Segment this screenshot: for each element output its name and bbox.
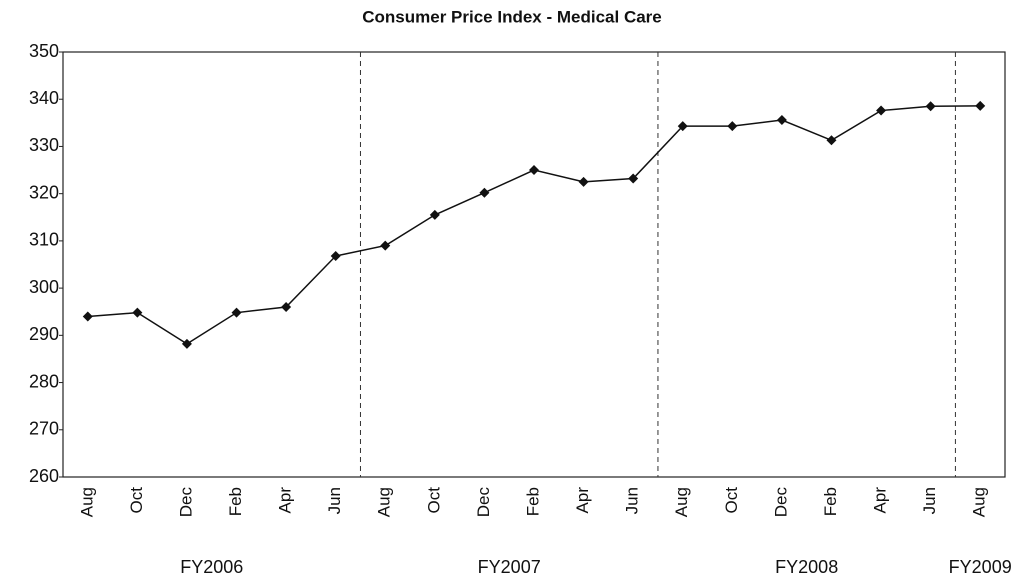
group-label: FY2007: [478, 557, 541, 577]
y-tick-label: 330: [29, 135, 59, 155]
chart-title: Consumer Price Index - Medical Care: [362, 7, 662, 26]
y-tick-label: 340: [29, 88, 59, 108]
group-label: FY2006: [180, 557, 243, 577]
x-tick-label: Apr: [276, 487, 295, 514]
x-tick-label: Dec: [771, 487, 790, 518]
y-tick-label: 300: [29, 277, 59, 297]
y-tick-label: 260: [29, 466, 59, 486]
plot-frame: [62, 51, 1006, 478]
point-marker: [628, 173, 639, 184]
x-tick-label: Jun: [325, 487, 344, 514]
point-marker: [876, 105, 887, 116]
point-marker: [578, 176, 589, 187]
x-tick-label: Jun: [920, 487, 939, 514]
y-tick-label: 350: [29, 41, 59, 61]
x-tick-label: Feb: [523, 487, 542, 516]
x-tick-label: Oct: [127, 487, 146, 514]
point-marker: [677, 121, 688, 132]
series-line: [87, 105, 981, 345]
point-marker: [132, 307, 143, 318]
x-tick-label: Feb: [226, 487, 245, 516]
point-marker: [231, 307, 242, 318]
point-marker: [429, 209, 440, 220]
point-marker: [975, 100, 986, 111]
point-marker: [727, 121, 738, 132]
point-marker: [181, 338, 192, 349]
y-tick-label: 270: [29, 419, 59, 439]
y-tick-label: 280: [29, 371, 59, 391]
x-tick-label: Apr: [871, 487, 890, 514]
x-tick-label: Dec: [474, 487, 493, 518]
y-tick-label: 310: [29, 230, 59, 250]
point-marker: [330, 251, 341, 261]
x-tick-label: Oct: [722, 487, 741, 514]
x-tick-label: Aug: [77, 487, 96, 517]
y-tick-label: 290: [29, 324, 59, 344]
point-marker: [529, 165, 539, 176]
group-label: FY2009: [949, 557, 1012, 577]
group-label: FY2008: [775, 557, 838, 577]
y-tick-label: 320: [29, 182, 59, 202]
x-tick-label: Apr: [573, 487, 592, 514]
x-tick-label: Dec: [176, 487, 195, 518]
point-marker: [380, 240, 391, 251]
x-tick-label: Aug: [672, 487, 691, 517]
point-marker: [82, 311, 93, 322]
x-tick-label: Jun: [623, 487, 642, 514]
point-marker: [925, 101, 936, 112]
x-tick-label: Feb: [821, 487, 840, 516]
point-marker: [776, 115, 787, 125]
point-marker: [826, 135, 837, 146]
point-marker: [479, 187, 490, 198]
x-tick-label: Aug: [970, 487, 989, 517]
x-tick-label: Oct: [424, 487, 443, 514]
point-marker: [281, 302, 292, 312]
x-tick-label: Aug: [375, 487, 394, 517]
